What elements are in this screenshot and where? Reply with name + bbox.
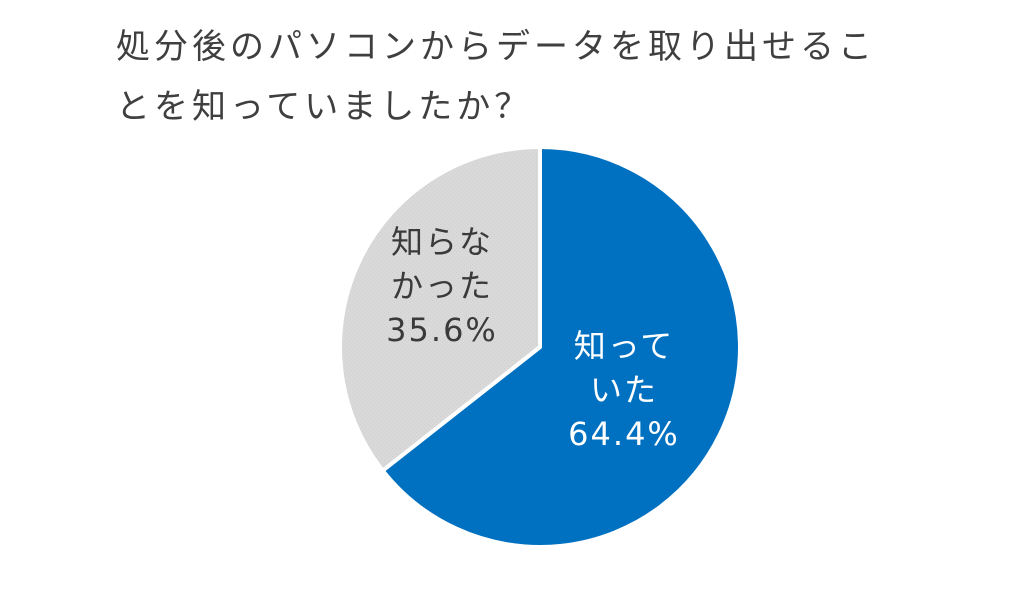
- slice-label-unknown-line-1: 知らな: [391, 223, 493, 261]
- pie-slices: [338, 145, 742, 549]
- pie-slice-unknown: [338, 145, 542, 473]
- pie-slice-known: [380, 145, 742, 549]
- slice-value-unknown: 35.6%: [386, 311, 498, 349]
- slice-value-known: 64.4%: [568, 415, 680, 453]
- chart-title: 処分後のパソコンからデータを取り出せるこ とを知っていましたか？: [116, 27, 876, 127]
- chart-title-line-1: 処分後のパソコンからデータを取り出せるこ: [116, 27, 876, 67]
- slice-label-known-line-2: いた: [590, 371, 658, 409]
- pie-slice-labels: 知って いた 64.4% 知らな かった 35.6%: [386, 223, 680, 453]
- slice-label-unknown-line-2: かった: [391, 267, 493, 305]
- slice-label-known-line-1: 知って: [574, 327, 674, 365]
- chart-title-line-2: とを知っていましたか？: [116, 87, 532, 127]
